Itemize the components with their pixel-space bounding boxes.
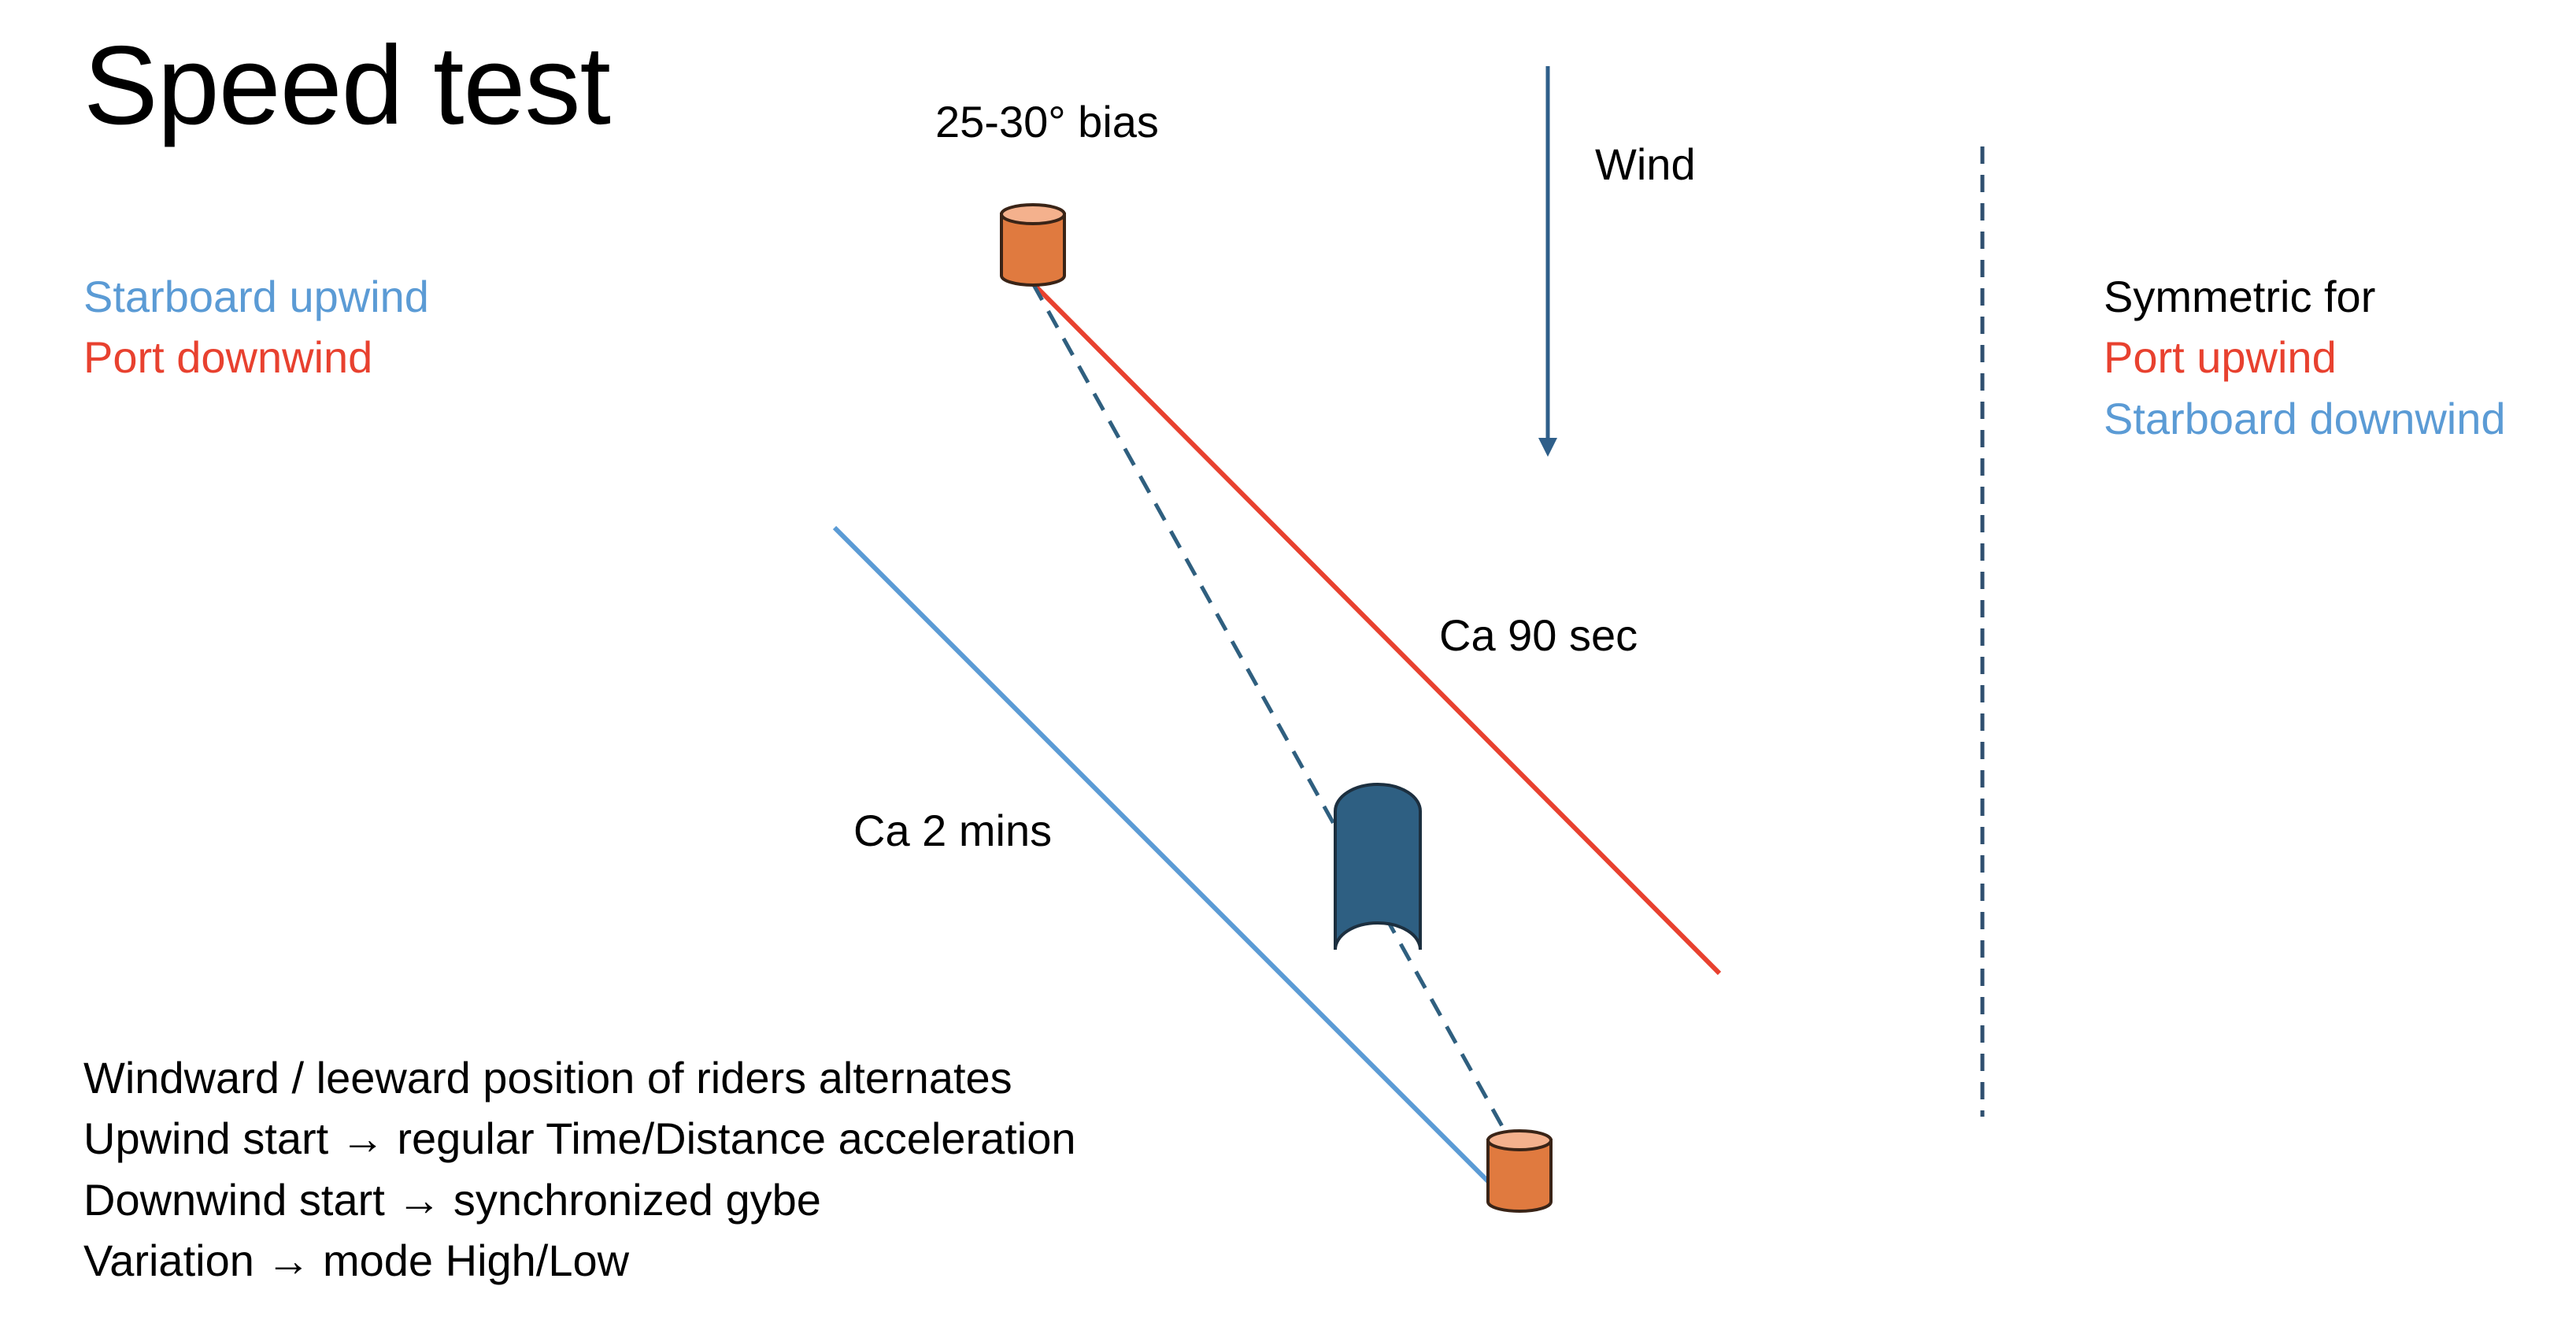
note-line: Downwind start → synchronized gybe (83, 1174, 821, 1225)
wind-arrow (1538, 66, 1557, 457)
legend-starboard-downwind: Starboard downwind (2104, 393, 2506, 443)
note-line: Variation → mode High/Low (83, 1235, 630, 1285)
note-line: Windward / leeward position of riders al… (83, 1053, 1012, 1102)
left-legend: Starboard upwind Port downwind (83, 266, 429, 388)
starboard-line (832, 525, 1520, 1214)
legend-starboard-upwind: Starboard upwind (83, 272, 429, 321)
legend-symmetric-for: Symmetric for (2104, 272, 2376, 321)
course-dashed-line (1031, 282, 1520, 1156)
port-line (1031, 281, 1722, 976)
bias-label: 25-30° bias (935, 97, 1159, 146)
ca-2-mins-label: Ca 2 mins (853, 806, 1053, 855)
legend-port-upwind: Port upwind (2104, 332, 2337, 383)
bottom-buoy (1486, 1129, 1553, 1213)
notes: Windward / leeward position of riders al… (83, 1047, 1076, 1291)
right-legend: Symmetric for Port upwind Starboard down… (2104, 266, 2506, 449)
wind-label: Wind (1595, 139, 1696, 189)
page-title: Speed test (83, 23, 611, 148)
legend-port-downwind: Port downwind (83, 332, 373, 383)
rider-icon (1334, 783, 1422, 951)
note-line: Upwind start → regular Time/Distance acc… (83, 1114, 1076, 1164)
ca-90-sec-label: Ca 90 sec (1439, 610, 1638, 660)
top-buoy (1000, 203, 1066, 287)
